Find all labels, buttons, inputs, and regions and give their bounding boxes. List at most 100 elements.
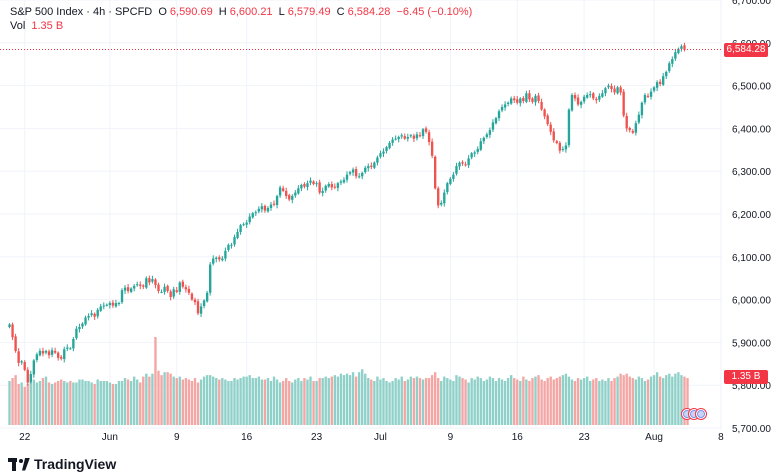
volume-bar [440, 381, 443, 425]
volume-bar [260, 379, 264, 425]
candle-body [674, 52, 677, 59]
volume-bar [452, 381, 455, 425]
volume-bar [613, 378, 616, 425]
candle-body [330, 184, 333, 188]
candle-body [196, 301, 200, 314]
candle-body [72, 338, 75, 349]
dividend-event-icon[interactable] [695, 408, 707, 420]
volume-bar [20, 382, 23, 425]
candle-body [415, 134, 419, 139]
volume-bar [643, 381, 647, 425]
volume-bar [589, 381, 592, 425]
candle-body [598, 95, 601, 100]
candle-body [78, 326, 81, 330]
close-value: 6,584.28 [347, 6, 391, 18]
candle-body [379, 153, 382, 157]
close-label: C [336, 6, 345, 18]
volume-bar [345, 373, 349, 425]
price-tick-label: 5,800.00 [732, 381, 771, 392]
candle-body [23, 362, 26, 370]
tradingview-logo[interactable]: TradingView [8, 455, 116, 473]
volume-bar [552, 379, 555, 425]
candle-body [403, 136, 406, 139]
candle-body [546, 115, 549, 125]
candle-body [336, 183, 340, 188]
volume-bar [251, 378, 254, 425]
volume-bar [506, 378, 510, 425]
candle-body [680, 46, 683, 49]
candle-body [47, 351, 51, 356]
candle-body [364, 167, 367, 173]
candle-body [288, 195, 291, 200]
candle-body [145, 278, 148, 288]
volume-bar [415, 376, 419, 425]
volume-bar [357, 372, 361, 425]
volume-bar [50, 383, 54, 425]
ohlc-legend: S&P 500 Index · 4h · SPCFD O 6,590.69 H 6,… [10, 6, 475, 18]
candle-body [543, 109, 546, 117]
candle-body [199, 306, 203, 314]
volume-bar [269, 381, 273, 425]
volume-bar [616, 376, 619, 425]
volume-bar [17, 383, 20, 425]
symbol-title[interactable]: S&P 500 Index · 4h · SPCFD [10, 6, 153, 18]
candle-body [212, 258, 215, 264]
volume-bar [671, 376, 674, 425]
candle-body [181, 281, 185, 287]
volume-bar [175, 378, 178, 425]
volume-bar [102, 381, 105, 425]
candle-body [497, 111, 501, 119]
volume-label[interactable]: Vol [10, 20, 26, 32]
volume-bar [166, 372, 169, 425]
candle-body [35, 354, 39, 360]
candle-body [333, 186, 337, 188]
volume-bar [406, 379, 409, 425]
volume-bar [567, 376, 571, 425]
time-axis[interactable]: 22Jun91623Jul91623Aug81522Sep916 [19, 432, 780, 443]
volume-bar [212, 376, 215, 425]
volume-bar [105, 381, 108, 425]
volume-bar [202, 376, 206, 425]
price-tick-label: 6,500.00 [732, 82, 771, 93]
candle-body [573, 95, 577, 99]
time-tick-label: 16 [241, 432, 253, 443]
volume-value: 1.35 B [31, 20, 64, 32]
candle-body [558, 142, 562, 151]
volume-bar [361, 369, 364, 425]
candle-body [622, 91, 625, 116]
volume-bar [598, 381, 601, 425]
volume-legend: Vol 1.35 B [10, 20, 66, 32]
volume-bar [23, 386, 26, 425]
volume-bar [373, 381, 376, 425]
volume-bar [227, 381, 230, 425]
volume-bar [336, 376, 340, 425]
candle-body [509, 98, 513, 104]
candle-body [142, 285, 145, 287]
volume-bar [99, 381, 102, 425]
volume-bar [464, 379, 467, 425]
price-tick-label: 6,100.00 [732, 253, 771, 264]
candle-body [20, 361, 23, 363]
volume-bar [586, 376, 589, 425]
time-tick-label: 9 [174, 432, 180, 443]
candle-body [38, 350, 42, 356]
candle-body [294, 192, 297, 196]
volume-bar [41, 378, 45, 425]
candle-body [66, 347, 69, 349]
volume-bar [646, 379, 650, 425]
candle-body [218, 257, 221, 260]
candle-body [652, 87, 656, 91]
volume-bar [488, 376, 492, 425]
volume-bar [318, 378, 321, 425]
candle-body [93, 313, 96, 317]
volume-bar [123, 378, 127, 425]
candle-body [409, 135, 413, 137]
volume-bar [205, 375, 209, 425]
volume-bar [470, 378, 473, 425]
candle-body [215, 257, 218, 259]
time-tick-label: 8 [718, 432, 724, 443]
event-markers[interactable] [681, 408, 707, 420]
volume-bar [601, 379, 604, 425]
candle-body [11, 324, 14, 338]
